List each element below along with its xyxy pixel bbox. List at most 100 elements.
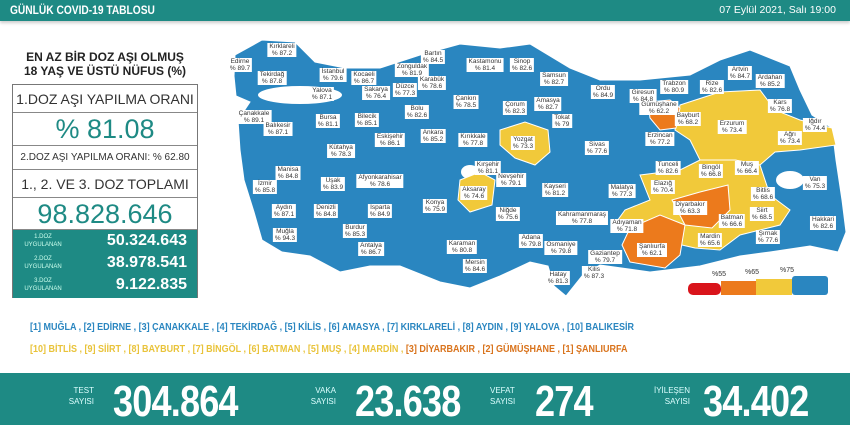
province-rate: % 82.3: [504, 108, 526, 115]
dose1-rate-value: % 81.08: [13, 113, 197, 146]
province-name: Kastamonu: [468, 58, 502, 65]
province-label: Kars% 76.8: [767, 99, 793, 113]
province-name: Eskişehir: [376, 133, 404, 140]
bottom-ranking-orange: [3] DİYARBAKIR , [2] GÜMÜŞHANE , [1] ŞAN…: [403, 344, 628, 355]
province-label: Tokat% 79: [552, 114, 572, 128]
province-name: Adana: [521, 234, 541, 241]
province-label: Manisa% 84.8: [275, 166, 301, 180]
province-rate: % 75.3: [804, 183, 826, 190]
province-label: Edirne% 89.7: [227, 58, 253, 72]
province-rate: % 77.2: [649, 139, 671, 146]
province-name: Manisa: [277, 166, 299, 173]
province-rate: % 73.4: [779, 138, 801, 145]
province-label: Gümüşhane% 62.2: [639, 101, 679, 115]
province-rate: % 87.1: [267, 129, 289, 136]
province-label: Sinop% 82.6: [509, 58, 535, 72]
province-label: Siirt% 68.5: [749, 207, 775, 221]
province-name: Erzincan: [647, 132, 673, 139]
province-label: Yozgat% 73.3: [510, 136, 536, 150]
province-rate: % 81.4: [474, 65, 496, 72]
province-label: İstanbul% 79.6: [319, 68, 347, 82]
dose-label: 1.DOZ: [34, 234, 52, 240]
vaccination-panel: 1.DOZ AŞI YAPILMA ORANI % 81.08 2.DOZ AŞ…: [12, 84, 198, 298]
province-rate: % 85.1: [356, 120, 378, 127]
province-rate: % 79.8: [550, 248, 572, 255]
dose-label: 3.DOZ: [34, 278, 52, 284]
province-label: İzmir% 85.8: [252, 180, 278, 194]
province-label: Bayburt% 68.2: [674, 112, 702, 126]
province-name: Tunceli: [657, 161, 679, 168]
province-name: Kahramanmaraş: [557, 211, 607, 218]
bottom-ranking-list: [10] BİTLİS , [9] SİİRT , [8] BAYBURT , …: [30, 344, 628, 355]
province-rate: % 77.8: [462, 140, 484, 147]
province-name: Van: [809, 176, 821, 183]
province-name: Çankırı: [455, 95, 477, 102]
province-label: Denizli% 84.8: [313, 204, 339, 218]
turkey-map: [233, 39, 847, 297]
province-rate: % 82.6: [657, 168, 679, 175]
province-rate: % 82.7: [543, 79, 565, 86]
province-name: Ardahan: [757, 74, 783, 81]
province-label: Diyarbakır% 63.3: [673, 201, 707, 215]
province-label: Kayseri% 81.2: [542, 183, 568, 197]
province-label: Konya% 75.9: [422, 199, 448, 213]
province-name: Çanakkale: [238, 110, 270, 117]
province-name: Siirt: [756, 207, 768, 214]
dose-label: UYGULANAN: [24, 242, 62, 248]
province-rate: % 84.7: [729, 73, 751, 80]
province-name: Trabzon: [662, 80, 686, 87]
province-name: Erzurum: [719, 120, 745, 127]
province-name: Kırıkkale: [460, 133, 486, 140]
province-rate: % 82.7: [537, 104, 559, 111]
province-name: Karabük: [419, 76, 445, 83]
province-name: Ordu: [595, 85, 611, 92]
dose-label: 2.DOZ: [34, 256, 52, 262]
province-name: Giresun: [631, 89, 655, 96]
dose-row: 3.DOZ UYGULANAN 9.122.835: [13, 274, 197, 296]
province-name: Burdur: [345, 224, 365, 231]
province-name: Mardin: [700, 233, 720, 240]
province-name: Afyonkarahisar: [358, 174, 402, 181]
province-rate: % 76.4: [365, 93, 387, 100]
dose2-rate: 2.DOZ AŞI YAPILMA ORANI: % 62.80: [13, 146, 197, 170]
province-label: Erzincan% 77.2: [645, 132, 675, 146]
province-label: Samsun% 82.7: [540, 72, 568, 86]
recovered-count: 34.402: [703, 377, 809, 426]
province-label: Batman% 66.6: [718, 214, 746, 228]
province-name: İzmir: [257, 180, 273, 187]
province-label: Mersin% 84.6: [462, 259, 488, 273]
province-rate: % 82.6: [511, 65, 533, 72]
province-label: Kastamonu% 81.4: [466, 58, 504, 72]
province-label: Ağrı% 73.4: [777, 131, 803, 145]
province-rate: % 77.6: [757, 237, 779, 244]
province-rate: % 84.5: [422, 57, 444, 64]
province-label: Antalya% 86.7: [358, 242, 384, 256]
province-label: Nevşehir% 79.1: [496, 173, 526, 187]
province-rate: % 81.1: [477, 168, 499, 175]
province-rate: % 79.6: [322, 75, 344, 82]
date-label: 07 Eylül 2021, Salı 19:00: [719, 4, 836, 16]
dose-label: UYGULANAN: [24, 286, 62, 292]
province-name: Bayburt: [676, 112, 700, 119]
province-label: Mardin% 65.6: [697, 233, 723, 247]
province-name: Muğla: [276, 228, 294, 235]
bottom-ranking-yellow: [10] BİTLİS , [9] SİİRT , [8] BAYBURT , …: [30, 344, 404, 355]
province-rate: % 74.4: [804, 125, 826, 132]
province-name: Karaman: [448, 240, 476, 247]
province-name: Isparta: [370, 204, 390, 211]
province-rate: % 81.2: [544, 190, 566, 197]
province-name: Sivas: [589, 141, 605, 148]
province-name: Tokat: [554, 114, 570, 121]
legend-label: %65: [745, 269, 760, 276]
province-rate: % 71.8: [616, 226, 638, 233]
province-label: Kırıkkale% 77.8: [458, 133, 488, 147]
province-label: Adıyaman% 71.8: [610, 219, 644, 233]
test-label: TEST SAYISI: [68, 386, 94, 406]
death-label: VEFAT SAYISI: [490, 386, 516, 406]
province-name: Düzce: [395, 83, 415, 90]
province-name: Zonguldak: [396, 63, 428, 70]
province-name: Mersin: [465, 259, 485, 266]
province-rate: % 74.6: [463, 193, 485, 200]
province-name: Elazığ: [653, 180, 673, 187]
province-rate: % 77.8: [571, 218, 593, 225]
